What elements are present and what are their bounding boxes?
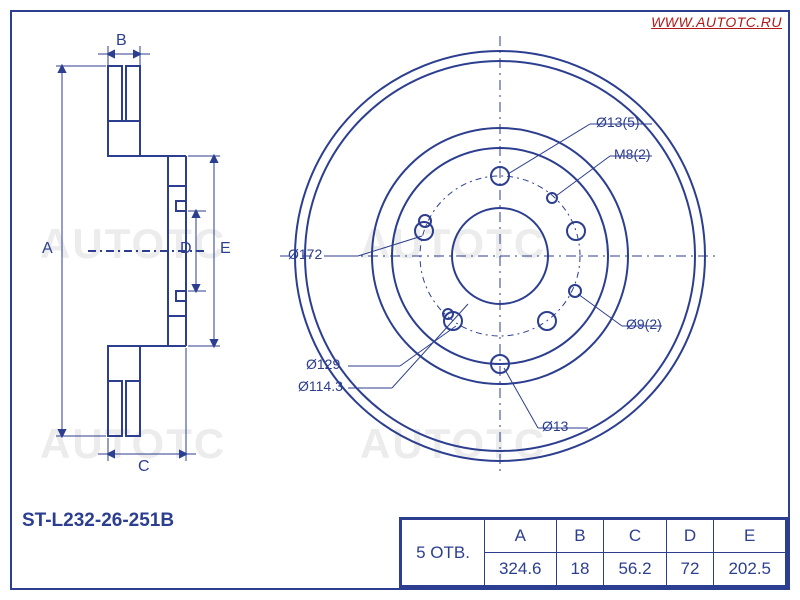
dim-a: A <box>42 240 53 258</box>
val-c: 56.2 <box>604 553 666 586</box>
val-b: 18 <box>556 553 604 586</box>
col-d: D <box>666 520 714 553</box>
dim-c: C <box>138 458 150 476</box>
annot-d114: Ø114.3 <box>298 378 343 394</box>
annot-d13: Ø13 <box>542 418 568 434</box>
col-a: A <box>484 520 556 553</box>
annot-d172: Ø172 <box>288 246 322 262</box>
part-number: ST-L232-26-251B <box>22 510 174 532</box>
col-c: C <box>604 520 666 553</box>
dim-b: B <box>116 32 127 50</box>
dim-d: D <box>180 240 192 258</box>
side-section-view: B A C D E <box>28 36 238 466</box>
val-e: 202.5 <box>714 553 786 586</box>
source-url: WWW.AUTOTC.RU <box>651 14 782 30</box>
dim-e: E <box>220 240 231 258</box>
col-b: B <box>556 520 604 553</box>
holes-cell: 5 ОТВ. <box>402 520 485 586</box>
col-e: E <box>714 520 786 553</box>
val-d: 72 <box>666 553 714 586</box>
annot-d129: Ø129 <box>306 356 340 372</box>
annot-d13-5: Ø13(5) <box>596 114 640 130</box>
annot-d9-2: Ø9(2) <box>626 316 662 332</box>
annot-m8-2: M8(2) <box>614 146 651 162</box>
front-svg <box>280 36 720 476</box>
val-a: 324.6 <box>484 553 556 586</box>
front-face-view: Ø13(5) M8(2) Ø172 Ø9(2) Ø129 Ø114.3 Ø13 <box>280 36 720 476</box>
table-header-row: 5 ОТВ. A B C D E <box>402 520 786 553</box>
dimension-table: 5 ОТВ. A B C D E 324.6 18 56.2 72 202.5 <box>399 517 788 588</box>
side-svg <box>28 36 238 466</box>
